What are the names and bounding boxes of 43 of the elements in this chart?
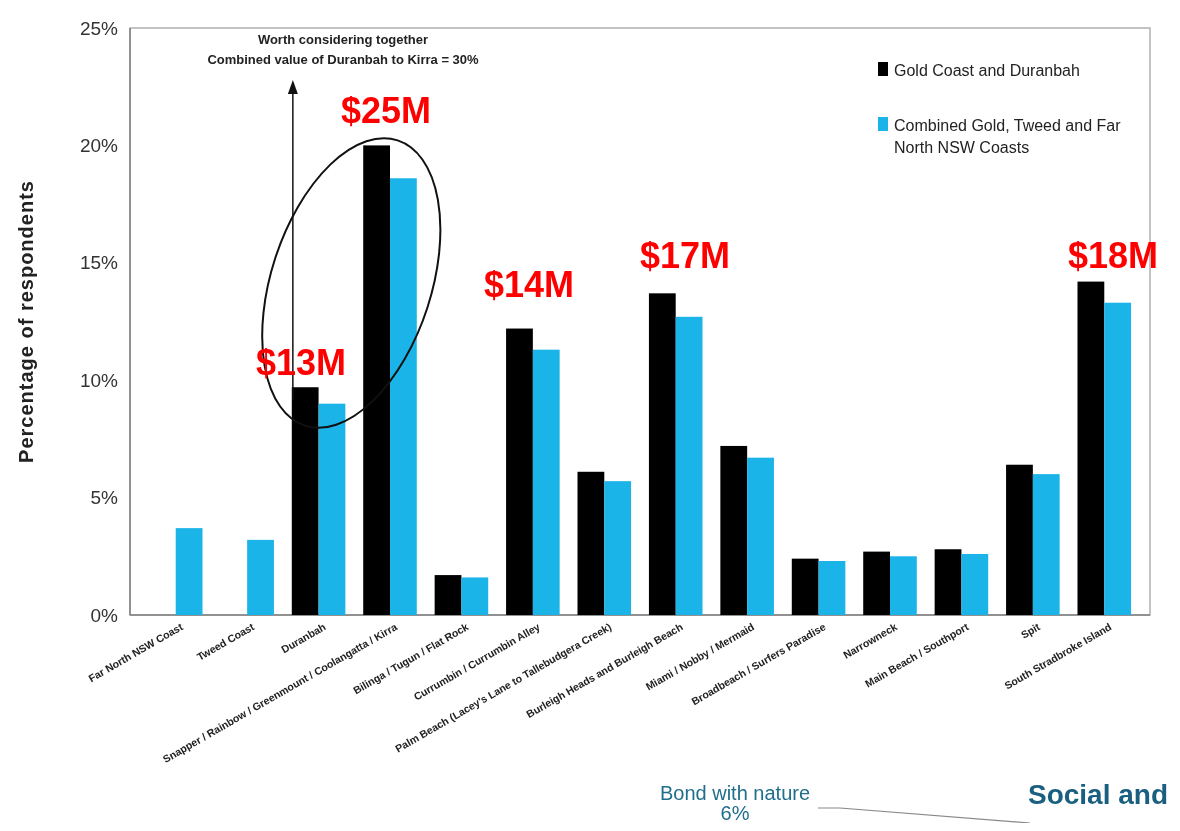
bar [175,528,203,615]
annotation: $25M [340,90,432,131]
bar [363,145,390,615]
bar [1032,474,1060,615]
bar [720,445,748,615]
bar [247,539,274,615]
annotation: $14M [483,264,575,305]
bar [648,293,676,615]
bar [747,457,774,615]
bar [318,403,346,615]
bar [961,553,989,615]
annotation: $17M [639,235,731,276]
bar [791,558,819,615]
bar [1077,281,1105,615]
bar [532,349,560,615]
bar [390,178,417,615]
y-tick-label: 25% [79,17,119,39]
bar [1006,464,1033,615]
bar [461,577,489,615]
y-tick-label: 10% [79,369,119,391]
annotation: Worth considering together Combined value of Duranbah to Kirra = 30% [207,32,480,67]
text: Bond with nature 6% [659,782,811,824]
y-tick-label: 20% [79,135,119,157]
bar [934,549,962,615]
y-axis-title: Percentage of respondents [15,180,37,463]
text: Social and [1027,779,1168,810]
y-tick-label: 0% [90,604,119,626]
legend-label: Combined Gold, Tweed and Far North NSW Coasts [894,116,1122,156]
bar [1104,302,1132,615]
bar [818,561,846,615]
annotation: $18M [1067,235,1159,276]
bar [863,551,890,615]
bar [604,481,632,615]
bar [506,328,533,615]
bar [577,471,605,615]
y-tick-label: 5% [90,487,119,509]
bar [675,316,703,615]
y-tick-label: 15% [79,252,119,274]
bar [434,575,462,615]
bar [890,556,917,615]
legend-label: Gold Coast and Duranbah [894,61,1080,79]
x-tick-label: Spit [1018,620,1043,641]
bar [291,387,319,615]
